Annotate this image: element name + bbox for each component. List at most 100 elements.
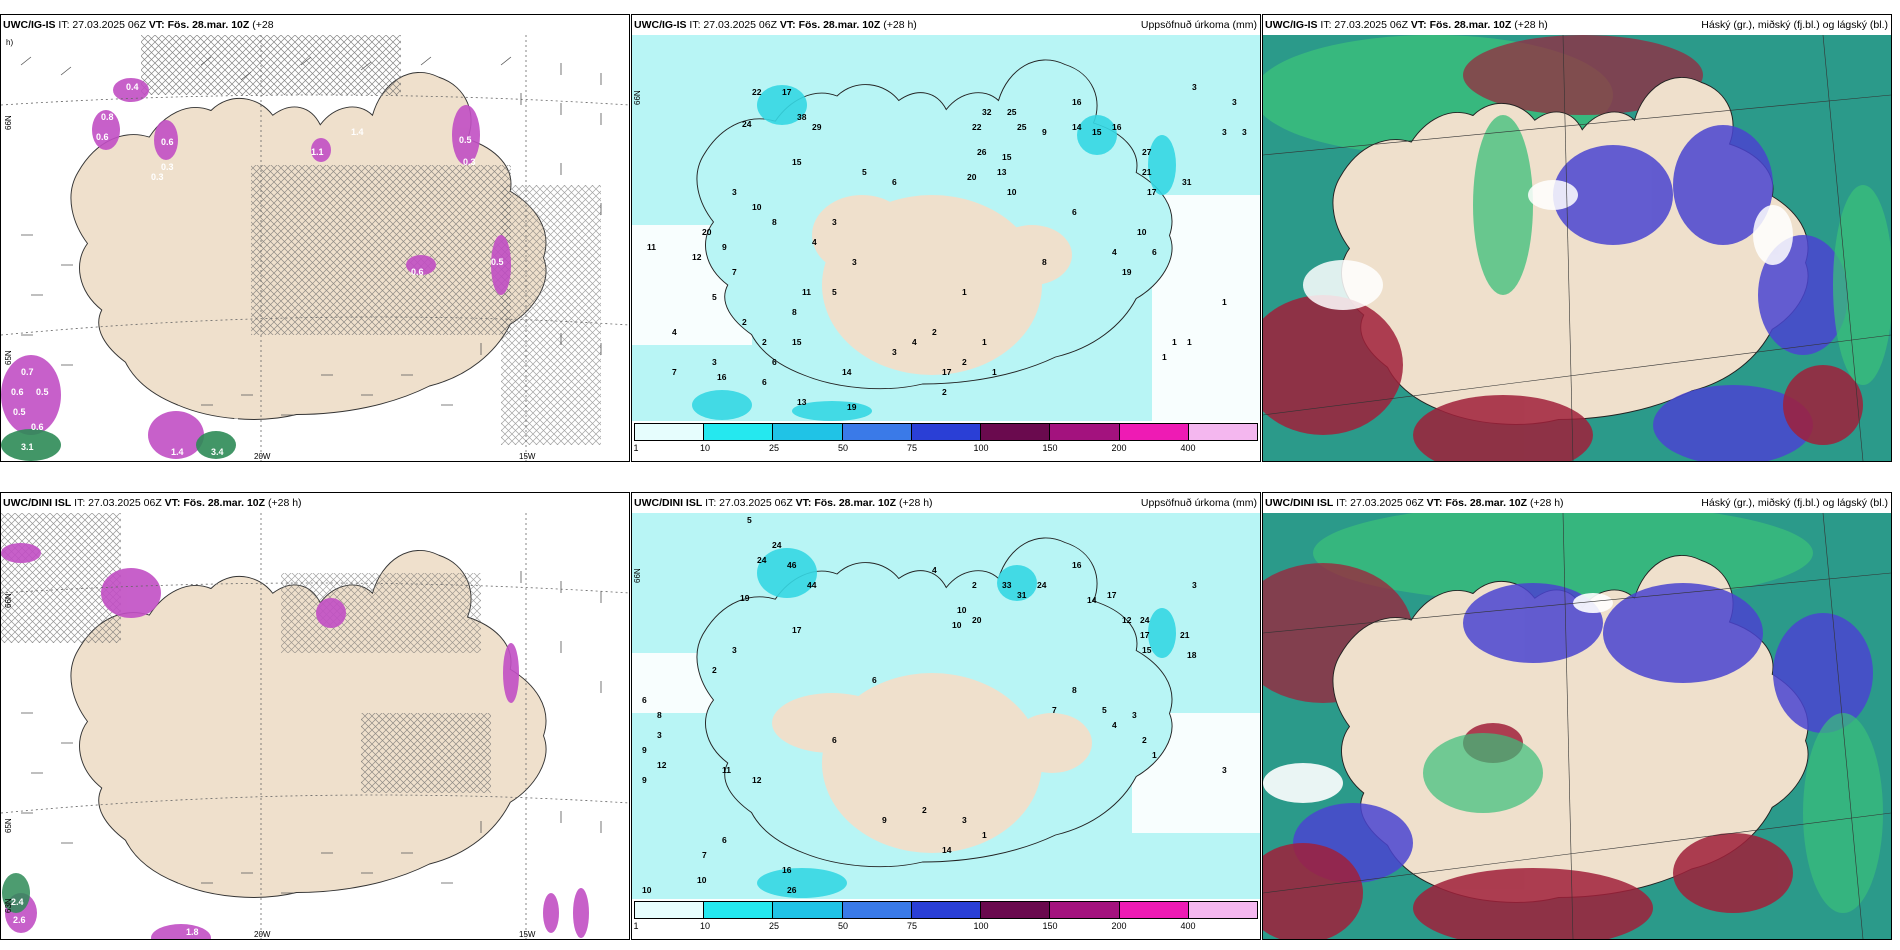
legend-tick: 200: [1111, 443, 1127, 453]
lead-time: (+28: [252, 19, 274, 31]
precip-value: 7: [1052, 705, 1057, 715]
legend-swatch: [773, 902, 843, 918]
lat-label: 63N: [4, 898, 13, 913]
precip-value: 22: [752, 87, 762, 97]
precip-value: 16: [1072, 560, 1082, 570]
precip-value: 3: [1232, 97, 1237, 107]
valid-time: Fös. 28.mar. 10Z: [814, 497, 897, 509]
precip-value: 15: [792, 157, 802, 167]
legend-colorbar: [634, 901, 1258, 919]
precip-value: 2: [922, 805, 927, 815]
precip-value: 7: [702, 850, 707, 860]
precip-value: 3: [732, 645, 737, 655]
precip-label: 0.5: [13, 407, 26, 417]
precip-value: 2: [742, 317, 747, 327]
precip-label: 0.6: [11, 387, 24, 397]
precip-value: 24: [772, 540, 782, 550]
panel-top-left: UWC/IG-IS IT: 27.03.2025 06Z VT: Fös. 28…: [0, 14, 630, 462]
precip-value: 5: [1102, 705, 1107, 715]
lon-label: 15W: [519, 452, 536, 461]
map-title: Uppsöfnuð úrkoma (mm): [1140, 19, 1257, 31]
precip-value: 8: [657, 710, 662, 720]
panel-header: UWC/DINI ISL IT: 27.03.2025 06Z VT: Fös.…: [632, 493, 1260, 513]
precip-label: 0.8: [101, 112, 114, 122]
precip-value: 10: [1007, 187, 1017, 197]
precip-value: 15: [792, 337, 802, 347]
precip-value: 17: [792, 625, 802, 635]
precip-value: 4: [672, 327, 677, 337]
precip-value: 8: [1042, 257, 1047, 267]
model-name: UWC/DINI ISL: [1265, 497, 1334, 509]
wind-map: 0.4 0.8 0.6 0.6 0.3 0.3 1.1 1.4 0.5 0.3 …: [1, 35, 629, 461]
valid-time: Fös. 28.mar. 10Z: [167, 19, 250, 31]
precip-label: 1.1: [311, 147, 324, 157]
precip-value: 17: [1147, 187, 1157, 197]
valid-label: VT:: [148, 19, 165, 31]
lat-label: 66N: [4, 115, 13, 130]
precip-value: 7: [672, 367, 677, 377]
precip-value: 3: [1222, 765, 1227, 775]
init-time: IT: 27.03.2025 06Z: [74, 497, 162, 509]
precip-value: 2: [762, 337, 767, 347]
precip-value: 3: [732, 187, 737, 197]
precip-value: 4: [812, 237, 817, 247]
lon-label: 20W: [254, 452, 271, 461]
precip-value: 3: [852, 257, 857, 267]
precip-value: 4: [932, 565, 937, 575]
precip-value: 6: [642, 695, 647, 705]
precip-value: 8: [772, 217, 777, 227]
legend-swatch: [1119, 424, 1189, 440]
precip-value: 15: [1142, 645, 1152, 655]
legend-swatch: [1119, 902, 1189, 918]
precip-value: 19: [1122, 267, 1132, 277]
precip-label: 0.3: [151, 172, 164, 182]
valid-label: VT:: [1410, 19, 1427, 31]
precip-value: 2: [942, 387, 947, 397]
lead-time-continued: h): [6, 38, 13, 47]
precip-value: 25: [1017, 122, 1027, 132]
init-time: IT: 27.03.2025 06Z: [689, 19, 777, 31]
lat-label: 66N: [633, 90, 642, 105]
precip-label: 3.1: [21, 442, 34, 452]
map-title: Háský (gr.), miðský (fj.bl.) og lágský (…: [1701, 19, 1888, 31]
precip-value: 6: [1072, 207, 1077, 217]
valid-time: Fös. 28.mar. 10Z: [1429, 19, 1512, 31]
legend-swatch: [1188, 424, 1257, 440]
legend-swatch: [773, 424, 843, 440]
legend-tick: 400: [1180, 921, 1196, 931]
init-time: IT: 27.03.2025 06Z: [1320, 19, 1408, 31]
init-time: IT: 27.03.2025 06Z: [705, 497, 793, 509]
lat-label: 66N: [4, 593, 13, 608]
valid-time: Fös. 28.mar. 10Z: [1445, 497, 1528, 509]
lat-label: 65N: [4, 350, 13, 365]
precip-value: 22: [972, 122, 982, 132]
legend-swatch: [635, 424, 705, 440]
precip-value: 5: [832, 287, 837, 297]
panel-bottom-middle: UWC/DINI ISL IT: 27.03.2025 06Z VT: Fös.…: [631, 492, 1261, 940]
precip-value: 1: [1187, 337, 1192, 347]
precip-value: 20: [972, 615, 982, 625]
precip-value: 20: [967, 172, 977, 182]
panel-top-right: UWC/IG-IS IT: 27.03.2025 06Z VT: Fös. 28…: [1262, 14, 1892, 462]
precip-value: 3: [657, 730, 662, 740]
precip-value: 17: [942, 367, 952, 377]
lead-time: (+28 h): [267, 497, 302, 509]
precip-value: 1: [1222, 297, 1227, 307]
precip-value: 1: [982, 337, 987, 347]
precip-value: 6: [1152, 247, 1157, 257]
legend-tick: 200: [1111, 921, 1127, 931]
precip-value: 26: [977, 147, 987, 157]
precip-value: 29: [812, 122, 822, 132]
precip-label: 0.3: [161, 162, 174, 172]
precip-value: 31: [1017, 590, 1027, 600]
legend-tick: 50: [837, 443, 849, 453]
panel-top-middle: UWC/IG-IS IT: 27.03.2025 06Z VT: Fös. 28…: [631, 14, 1261, 462]
precip-value: 3: [712, 357, 717, 367]
valid-label: VT:: [164, 497, 181, 509]
precip-value: 11: [647, 242, 656, 252]
precip-value: 3: [832, 217, 837, 227]
precip-value: 8: [1072, 685, 1077, 695]
precip-value: 4: [912, 337, 917, 347]
precip-label: 0.4: [126, 82, 139, 92]
precip-value: 31: [1182, 177, 1192, 187]
